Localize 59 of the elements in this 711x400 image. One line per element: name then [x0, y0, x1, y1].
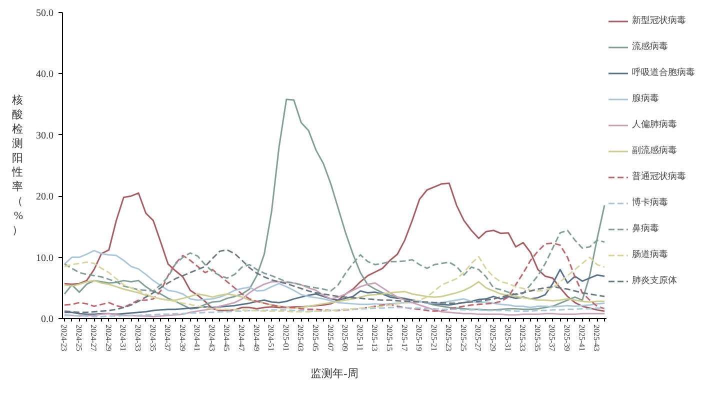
- text: 核酸检测阳性率（%）: [12, 94, 24, 236]
- x-tick-label: 2024-43: [207, 324, 216, 352]
- y-tick-label: 50.0: [36, 8, 54, 19]
- x-tick-label: 2024-33: [133, 324, 142, 352]
- x-tick-label: 2025-13: [370, 324, 380, 352]
- x-tick-label: 2025-27: [474, 324, 483, 352]
- y-tick-label: 10.0: [36, 252, 54, 264]
- x-tick-label: 2025-03: [296, 324, 306, 352]
- y-tick-label: 40.0: [36, 69, 54, 80]
- x-tick-label: 2024-23: [59, 324, 68, 352]
- y-tick-label: 20.0: [36, 192, 54, 203]
- x-tick-label: 2025-21: [429, 324, 438, 352]
- x-tick-label: 2024-29: [104, 324, 113, 352]
- legend-label: 呼吸道合胞病毒: [632, 66, 695, 79]
- legend-label: 普通冠状病毒: [632, 170, 686, 183]
- x-tick-label: 2024-25: [74, 324, 84, 352]
- x-tick-label: 2024-37: [163, 324, 172, 352]
- y-tick-label: 0.0: [41, 314, 54, 325]
- x-tick-label: 2025-07: [326, 324, 335, 352]
- x-tick-label: 2025-35: [532, 324, 542, 352]
- legend-label: 流感病毒: [632, 40, 668, 53]
- x-tick-label: 2024-45: [222, 324, 232, 352]
- x-tick-label: 2025-15: [384, 324, 394, 352]
- legend-label: 新型冠状病毒: [632, 14, 686, 27]
- x-tick-label: 2025-25: [458, 324, 468, 352]
- x-tick-label: 2024-39: [178, 324, 187, 352]
- x-tick-label: 2024-41: [192, 324, 202, 352]
- legend-label: 副流感病毒: [632, 144, 677, 157]
- x-tick-label: 2025-43: [592, 324, 602, 352]
- y-tick-label: 30.0: [36, 130, 54, 142]
- x-tick-label: 2025-33: [518, 324, 528, 352]
- x-tick-label: 2024-31: [118, 324, 128, 352]
- x-tick-label: 2024-27: [89, 324, 98, 352]
- x-tick-label: 2025-23: [444, 324, 454, 352]
- line-series: [64, 268, 606, 315]
- x-tick-label: 2024-51: [266, 324, 276, 352]
- x-tick-label: 2025-41: [577, 324, 586, 352]
- legend-label: 博卡病毒: [632, 196, 668, 209]
- legend-label: 鼻病毒: [632, 222, 659, 235]
- x-tick-label: 2024-35: [148, 324, 158, 352]
- legend-label: 腺病毒: [632, 92, 659, 105]
- x-tick-label: 2025-29: [488, 324, 498, 352]
- x-tick-label: 2025-39: [562, 324, 572, 352]
- x-tick-label: 2025-19: [414, 324, 424, 352]
- legend-label: 肠道病毒: [632, 248, 668, 261]
- x-axis-title: 监测年-周: [310, 368, 358, 380]
- line-series: [64, 182, 606, 312]
- x-tick-label: 2025-09: [340, 324, 350, 352]
- x-tick-label: 2025-37: [548, 324, 557, 352]
- x-tick-label: 2025-17: [400, 324, 409, 352]
- legend-label: 人偏肺病毒: [632, 118, 677, 131]
- x-tick-label: 2025-11: [355, 324, 364, 351]
- line-series: [64, 98, 606, 311]
- x-tick-label: 2025-05: [311, 324, 320, 352]
- x-tick-label: 2024-49: [252, 324, 261, 352]
- x-tick-label: 2025-01: [281, 324, 290, 352]
- x-tick-label: 2024-47: [237, 324, 246, 352]
- x-tick-label: 2025-31: [503, 324, 512, 352]
- legend-label: 肺炎支原体: [632, 274, 677, 287]
